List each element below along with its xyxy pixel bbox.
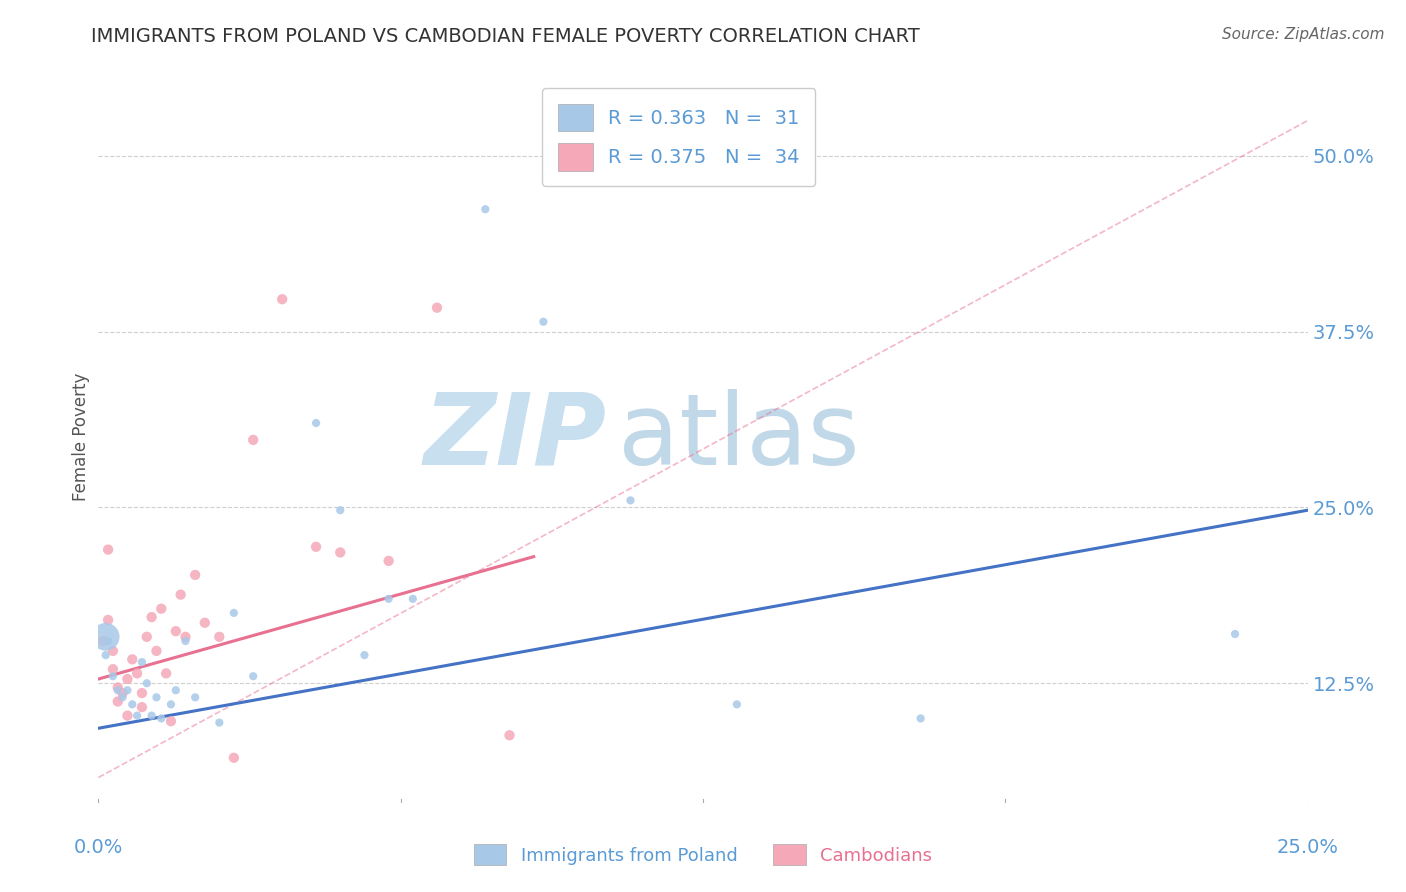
Point bbox=[97, 634, 120, 648]
Point bbox=[121, 652, 143, 666]
Point bbox=[150, 601, 173, 615]
Point bbox=[127, 666, 149, 681]
Point bbox=[111, 686, 134, 700]
Point bbox=[174, 634, 197, 648]
Point bbox=[101, 662, 124, 676]
Text: Source: ZipAtlas.com: Source: ZipAtlas.com bbox=[1222, 27, 1385, 42]
Point bbox=[107, 683, 129, 698]
Point bbox=[194, 615, 217, 630]
Y-axis label: Female Poverty: Female Poverty bbox=[72, 373, 90, 501]
Point bbox=[329, 545, 352, 559]
Point bbox=[131, 686, 153, 700]
Point bbox=[141, 610, 163, 624]
Point bbox=[131, 700, 153, 714]
Point bbox=[121, 698, 143, 712]
Text: 25.0%: 25.0% bbox=[1277, 838, 1339, 856]
Point bbox=[377, 591, 399, 606]
Point bbox=[145, 690, 167, 705]
Point bbox=[184, 690, 207, 705]
Point bbox=[97, 542, 120, 557]
Point bbox=[498, 728, 520, 742]
Point bbox=[117, 672, 139, 686]
Point bbox=[222, 606, 245, 620]
Point bbox=[426, 301, 449, 315]
Point bbox=[174, 630, 197, 644]
Point bbox=[184, 568, 207, 582]
Point bbox=[222, 751, 245, 765]
Point bbox=[160, 698, 183, 712]
Point bbox=[127, 708, 149, 723]
Point bbox=[271, 292, 294, 306]
Point bbox=[169, 588, 191, 602]
Text: IMMIGRANTS FROM POLAND VS CAMBODIAN FEMALE POVERTY CORRELATION CHART: IMMIGRANTS FROM POLAND VS CAMBODIAN FEMA… bbox=[91, 27, 920, 45]
Point bbox=[97, 613, 120, 627]
Point bbox=[117, 708, 139, 723]
Point bbox=[377, 554, 399, 568]
Point bbox=[107, 694, 129, 708]
Point bbox=[619, 493, 641, 508]
Legend: Immigrants from Poland, Cambodians: Immigrants from Poland, Cambodians bbox=[464, 835, 942, 874]
Point bbox=[242, 669, 264, 683]
Point bbox=[910, 711, 932, 725]
Point bbox=[531, 315, 554, 329]
Point bbox=[101, 669, 124, 683]
Point bbox=[165, 624, 187, 639]
Point bbox=[150, 711, 173, 725]
Point bbox=[402, 591, 425, 606]
Point bbox=[135, 630, 157, 644]
Point bbox=[141, 708, 163, 723]
Point bbox=[117, 683, 139, 698]
Point bbox=[208, 630, 231, 644]
Point bbox=[160, 714, 183, 729]
Point bbox=[111, 690, 134, 705]
Point bbox=[155, 666, 177, 681]
Point bbox=[1223, 627, 1246, 641]
Point bbox=[131, 655, 153, 669]
Point bbox=[94, 648, 117, 662]
Text: 0.0%: 0.0% bbox=[73, 838, 124, 856]
Text: atlas: atlas bbox=[619, 389, 860, 485]
Point bbox=[145, 644, 167, 658]
Point bbox=[165, 683, 187, 698]
Point bbox=[94, 630, 117, 644]
Text: ZIP: ZIP bbox=[423, 389, 606, 485]
Point bbox=[305, 540, 328, 554]
Point bbox=[135, 676, 157, 690]
Point bbox=[329, 503, 352, 517]
Point bbox=[725, 698, 748, 712]
Point bbox=[107, 681, 129, 695]
Point bbox=[91, 634, 114, 648]
Point bbox=[101, 644, 124, 658]
Point bbox=[474, 202, 496, 217]
Legend: R = 0.363   N =  31, R = 0.375   N =  34: R = 0.363 N = 31, R = 0.375 N = 34 bbox=[543, 88, 815, 186]
Point bbox=[305, 416, 328, 430]
Point bbox=[208, 715, 231, 730]
Point bbox=[242, 433, 264, 447]
Point bbox=[353, 648, 375, 662]
